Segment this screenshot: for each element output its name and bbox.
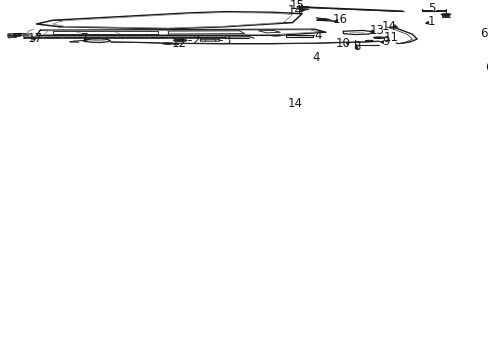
Bar bbox=[285, 35, 312, 37]
Text: 4: 4 bbox=[312, 51, 320, 64]
Text: 3: 3 bbox=[223, 34, 230, 47]
Text: 5: 5 bbox=[427, 2, 434, 15]
Text: 16: 16 bbox=[332, 13, 347, 26]
Text: 11: 11 bbox=[383, 31, 398, 44]
Text: 4: 4 bbox=[314, 29, 322, 42]
Text: 13: 13 bbox=[369, 24, 384, 37]
Text: 14: 14 bbox=[287, 97, 302, 110]
Text: 8: 8 bbox=[352, 40, 360, 53]
Text: 2: 2 bbox=[191, 34, 199, 47]
Text: 14: 14 bbox=[287, 4, 302, 17]
Text: 7: 7 bbox=[81, 32, 88, 45]
Text: 1: 1 bbox=[427, 15, 434, 28]
Text: 12: 12 bbox=[171, 37, 186, 50]
Text: 9: 9 bbox=[382, 35, 389, 49]
Text: 6: 6 bbox=[480, 27, 487, 40]
Text: 6: 6 bbox=[485, 61, 488, 75]
Text: 14: 14 bbox=[381, 19, 396, 32]
Text: 17: 17 bbox=[28, 32, 43, 45]
Text: 15: 15 bbox=[289, 0, 304, 12]
Text: 10: 10 bbox=[335, 37, 350, 50]
